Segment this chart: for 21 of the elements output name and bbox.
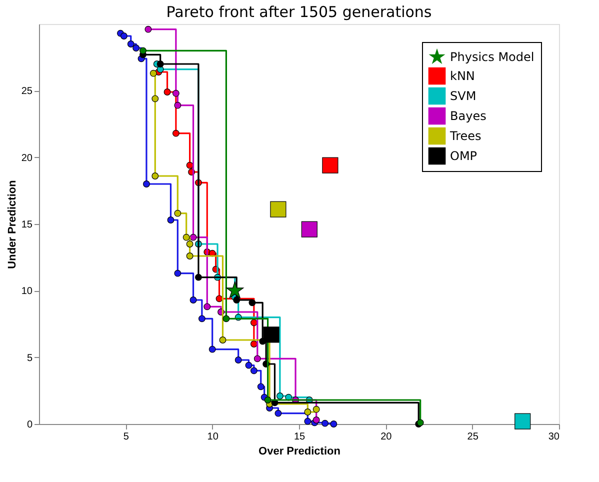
legend-label: Physics Model bbox=[450, 50, 534, 64]
chart-title: Pareto front after 1505 generations bbox=[166, 3, 432, 21]
y-axis-title: Under Prediction bbox=[6, 180, 18, 269]
x-tick-label: 10 bbox=[207, 432, 219, 442]
legend-label: kNN bbox=[450, 69, 475, 83]
y-tick-label: 0 bbox=[26, 420, 33, 430]
legend-label: Trees bbox=[449, 129, 482, 143]
x-tick-label: 20 bbox=[380, 432, 392, 442]
x-tick-label: 30 bbox=[548, 432, 560, 442]
y-tick-label: 15 bbox=[21, 220, 33, 230]
y-tick-label: 20 bbox=[21, 152, 33, 164]
legend-label: Bayes bbox=[450, 109, 486, 123]
y-tick-label: 25 bbox=[21, 86, 33, 98]
x-axis-title: Over Prediction bbox=[258, 446, 341, 458]
x-tick-label: 25 bbox=[467, 432, 479, 442]
legend-label: SVM bbox=[450, 89, 476, 103]
legend-label: OMP bbox=[450, 149, 478, 163]
x-tick-label: 15 bbox=[294, 432, 306, 442]
y-tick-label: 10 bbox=[21, 286, 33, 298]
y-tick-label: 5 bbox=[26, 352, 33, 364]
x-tick-label: 5 bbox=[123, 432, 130, 442]
